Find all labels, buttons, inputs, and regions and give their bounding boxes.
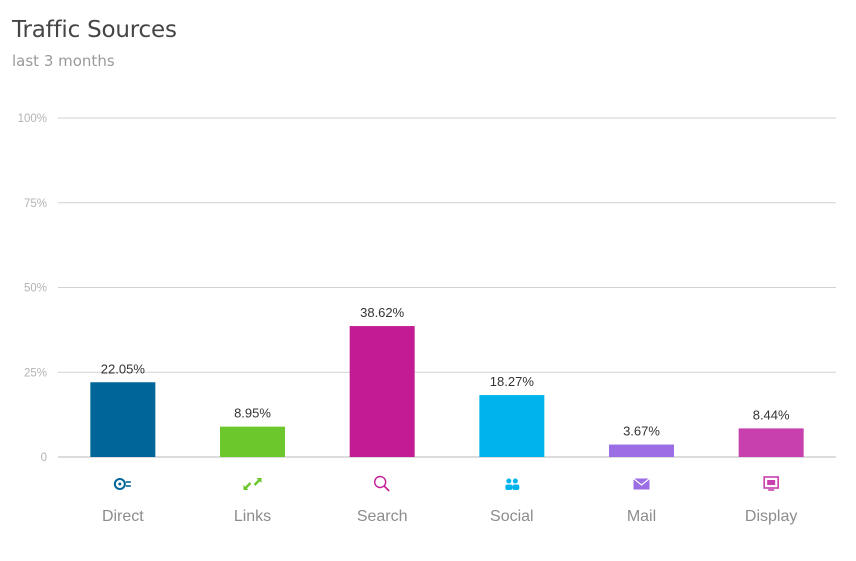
value-label-search: 38.62% — [360, 305, 405, 320]
chart-subtitle: last 3 months — [12, 52, 115, 70]
category-label-display: Display — [745, 508, 797, 525]
category-label-direct: Direct — [102, 508, 144, 525]
y-tick-label: 50% — [24, 283, 47, 295]
bar-direct[interactable] — [90, 382, 156, 457]
bar-links[interactable] — [220, 426, 285, 457]
category-labels: Direct Links Search Social Mail Display — [102, 508, 797, 525]
value-label-display: 8.44% — [753, 407, 790, 422]
category-label-search: Search — [357, 508, 408, 525]
y-tick-label: 25% — [24, 367, 47, 379]
search-icon — [373, 475, 390, 492]
value-label-social: 18.27% — [490, 374, 535, 389]
value-label-links: 8.95% — [234, 406, 271, 421]
y-tick-label: 0 — [41, 452, 47, 464]
mail-icon — [633, 478, 650, 490]
y-tick-label: 75% — [24, 198, 47, 210]
value-label-mail: 3.67% — [623, 424, 660, 439]
social-icon — [505, 478, 520, 490]
category-label-mail: Mail — [627, 508, 656, 525]
category-label-social: Social — [490, 508, 534, 525]
category-icons — [113, 475, 779, 492]
bar-display[interactable] — [738, 428, 804, 457]
chart-title: Traffic Sources — [12, 17, 177, 43]
value-label-direct: 22.05% — [101, 361, 146, 376]
direct-icon — [113, 478, 131, 490]
bars — [90, 326, 804, 457]
bar-search[interactable] — [349, 326, 415, 457]
category-label-links: Links — [234, 508, 271, 525]
bar-social[interactable] — [479, 395, 545, 457]
links-icon — [243, 478, 262, 490]
bar-mail[interactable] — [609, 444, 674, 457]
y-tick-label: 100% — [18, 113, 47, 125]
gridlines: 0 25% 50% 75% 100% — [18, 113, 836, 464]
value-labels: 22.05% 8.95% 38.62% 18.27% 3.67% 8.44% — [101, 305, 790, 438]
display-icon — [763, 476, 779, 491]
